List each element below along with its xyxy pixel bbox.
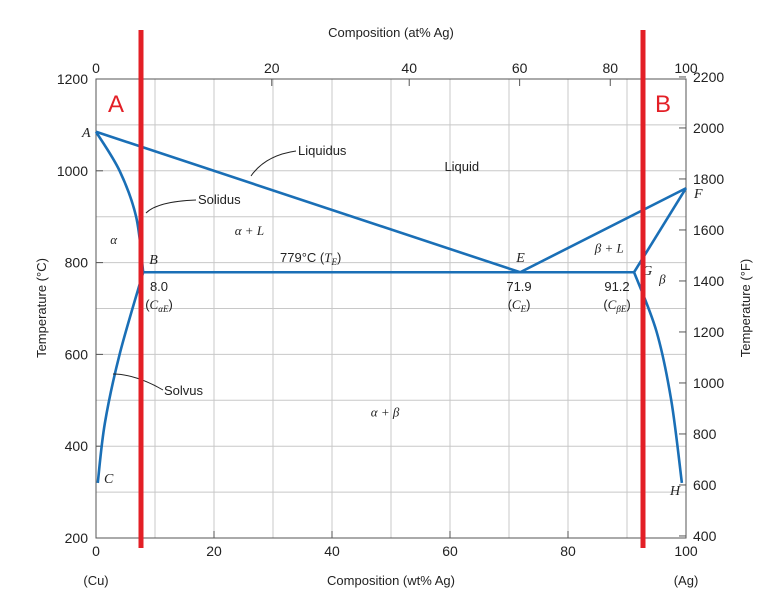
liquidus-leader bbox=[250, 150, 297, 177]
y-tick-label: 200 bbox=[65, 530, 89, 546]
right-tick-label: 1600 bbox=[693, 222, 724, 238]
x-tick-label: 0 bbox=[92, 543, 100, 559]
point-label-a: A bbox=[81, 126, 91, 141]
point-label-c: C bbox=[104, 472, 114, 487]
grid bbox=[96, 79, 686, 538]
c-e-value: 71.9 bbox=[506, 279, 531, 294]
right-tick-label: 2000 bbox=[693, 120, 724, 136]
solidus-label: Solidus bbox=[198, 192, 241, 207]
top-tick-label: 0 bbox=[92, 60, 100, 76]
eutectic-temperature-label: 779°C (TE) bbox=[280, 250, 341, 267]
x-axis-title: Composition (wt% Ag) bbox=[327, 573, 455, 588]
c-alpha-e-value: 8.0 bbox=[150, 279, 168, 294]
right-axis-title: Temperature (°F) bbox=[738, 259, 753, 357]
c-beta-e-symbol: (CβE) bbox=[603, 297, 630, 314]
chart-labels: Composition (wt% Ag) Composition (at% Ag)… bbox=[34, 25, 753, 588]
solvus-ag-curve bbox=[632, 271, 684, 484]
point-label-b: B bbox=[149, 253, 158, 268]
liquidus-label: Liquidus bbox=[298, 143, 347, 158]
solvus-label: Solvus bbox=[164, 383, 204, 398]
right-tick-label: 1000 bbox=[693, 375, 724, 391]
x-tick-label: 40 bbox=[324, 543, 340, 559]
end-label-ag: (Ag) bbox=[674, 573, 699, 588]
region-label: β bbox=[658, 271, 666, 286]
region-label: β + L bbox=[594, 241, 624, 256]
top-axis-title: Composition (at% Ag) bbox=[328, 25, 454, 40]
top-tick-label: 40 bbox=[401, 60, 417, 76]
x-tick-label: 60 bbox=[442, 543, 458, 559]
region-label: α + L bbox=[235, 223, 264, 238]
y-tick-label: 400 bbox=[65, 438, 89, 454]
plot-frame bbox=[95, 78, 687, 539]
right-tick-label: 800 bbox=[693, 426, 717, 442]
marker-label-b: B bbox=[655, 91, 671, 118]
point-label-e: E bbox=[515, 251, 525, 266]
y-tick-label: 1000 bbox=[57, 163, 88, 179]
x-tick-label: 20 bbox=[206, 543, 222, 559]
region-label: α bbox=[110, 232, 118, 247]
right-tick-label: 1400 bbox=[693, 273, 724, 289]
region-label: Liquid bbox=[444, 159, 479, 174]
y-axis-title: Temperature (°C) bbox=[34, 258, 49, 358]
point-label-g: G bbox=[642, 264, 652, 279]
right-tick-label: 2200 bbox=[693, 69, 724, 85]
y-tick-label: 800 bbox=[65, 255, 89, 271]
x-tick-label: 80 bbox=[560, 543, 576, 559]
top-tick-label: 80 bbox=[602, 60, 618, 76]
x-tick-label: 100 bbox=[674, 543, 698, 559]
point-label-f: F bbox=[693, 187, 703, 202]
y-tick-label: 600 bbox=[65, 346, 89, 362]
c-alpha-e-symbol: (CαE) bbox=[145, 297, 173, 314]
point-label-h: H bbox=[669, 484, 681, 499]
end-label-cu: (Cu) bbox=[83, 573, 108, 588]
right-tick-label: 1800 bbox=[693, 171, 724, 187]
solidus-curve bbox=[94, 131, 145, 273]
right-tick-label: 400 bbox=[693, 528, 717, 544]
marker-label-a: A bbox=[108, 91, 124, 118]
y-tick-label: 1200 bbox=[57, 71, 88, 87]
right-tick-label: 1200 bbox=[693, 324, 724, 340]
solvus-curve bbox=[96, 271, 145, 484]
top-tick-label: 60 bbox=[512, 60, 528, 76]
top-tick-label: 100 bbox=[674, 60, 698, 76]
region-label: α + β bbox=[371, 404, 400, 419]
solidus-leader bbox=[145, 199, 197, 214]
c-e-symbol: (CE) bbox=[508, 297, 531, 314]
right-tick-label: 600 bbox=[693, 477, 717, 493]
c-beta-e-value: 91.2 bbox=[604, 279, 629, 294]
solvus-leader bbox=[112, 373, 164, 391]
top-tick-label: 20 bbox=[264, 60, 280, 76]
